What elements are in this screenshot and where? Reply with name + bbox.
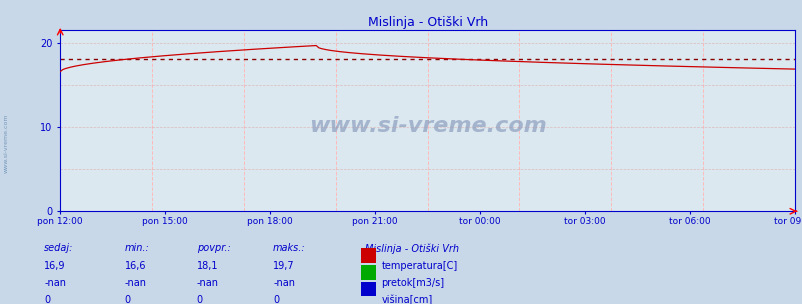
Title: Mislinja - Otiški Vrh: Mislinja - Otiški Vrh	[367, 16, 487, 29]
Text: 18,1: 18,1	[196, 261, 218, 271]
Text: 0: 0	[273, 295, 279, 304]
Text: 16,6: 16,6	[124, 261, 146, 271]
Text: 0: 0	[44, 295, 51, 304]
Text: -nan: -nan	[273, 278, 294, 288]
Text: -nan: -nan	[44, 278, 66, 288]
Text: maks.:: maks.:	[273, 243, 306, 253]
Text: 0: 0	[196, 295, 203, 304]
Text: povpr.:: povpr.:	[196, 243, 230, 253]
Text: 16,9: 16,9	[44, 261, 66, 271]
Text: višina[cm]: višina[cm]	[381, 295, 432, 304]
Text: 19,7: 19,7	[273, 261, 294, 271]
Text: temperatura[C]: temperatura[C]	[381, 261, 457, 271]
Text: min.:: min.:	[124, 243, 149, 253]
Text: www.si-vreme.com: www.si-vreme.com	[4, 113, 9, 173]
Text: pretok[m3/s]: pretok[m3/s]	[381, 278, 444, 288]
Text: sedaj:: sedaj:	[44, 243, 74, 253]
Text: -nan: -nan	[124, 278, 146, 288]
Text: Mislinja - Otiški Vrh: Mislinja - Otiški Vrh	[365, 243, 459, 254]
Text: 0: 0	[124, 295, 131, 304]
Text: -nan: -nan	[196, 278, 218, 288]
Text: www.si-vreme.com: www.si-vreme.com	[308, 116, 546, 136]
